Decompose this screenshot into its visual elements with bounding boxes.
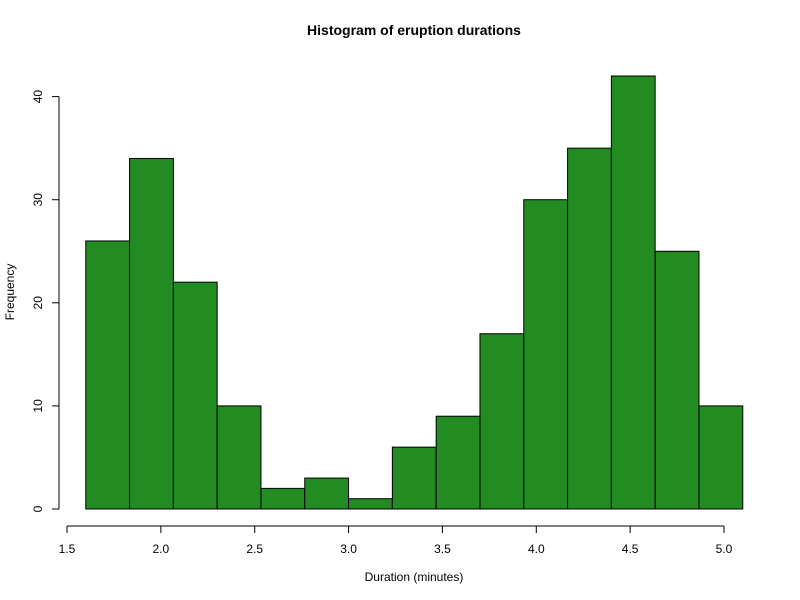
histogram-bar-15 bbox=[698, 405, 744, 510]
x-tick-label: 5.0 bbox=[716, 542, 733, 556]
histogram-bar-14 bbox=[654, 250, 700, 510]
x-axis-label: Duration (minutes) bbox=[365, 570, 464, 584]
histogram-bar-4 bbox=[216, 405, 262, 510]
histogram-bar-6 bbox=[304, 477, 350, 510]
histogram-bar-2 bbox=[129, 157, 174, 510]
bars-group bbox=[85, 75, 744, 510]
x-tick-label: 4.5 bbox=[622, 542, 639, 556]
histogram-bar-8 bbox=[391, 446, 437, 510]
histogram-bar-11 bbox=[523, 199, 569, 510]
y-tick-label: 40 bbox=[31, 90, 45, 104]
y-tick-label: 10 bbox=[31, 399, 45, 413]
x-tick-label: 2.5 bbox=[246, 542, 263, 556]
x-tick-label: 3.0 bbox=[340, 542, 357, 556]
x-tick-label: 4.0 bbox=[528, 542, 545, 556]
y-axis: 0 10 20 30 40 bbox=[31, 90, 60, 512]
x-axis: 1.5 2.0 2.5 3.0 3.5 4.0 4.5 5.0 bbox=[59, 525, 733, 556]
histogram-bar-7 bbox=[348, 498, 393, 510]
x-tick-label: 3.5 bbox=[434, 542, 451, 556]
x-tick-label: 1.5 bbox=[59, 542, 76, 556]
y-axis-label: Frequency bbox=[3, 264, 17, 321]
chart-title: Histogram of eruption durations bbox=[307, 22, 521, 38]
x-tick-label: 2.0 bbox=[153, 542, 170, 556]
histogram-bar-5 bbox=[260, 487, 306, 510]
histogram-bar-3 bbox=[172, 281, 218, 510]
histogram-bar-12 bbox=[567, 147, 612, 510]
y-tick-label: 30 bbox=[31, 193, 45, 207]
histogram-bar-9 bbox=[435, 415, 481, 510]
histogram-bar-1 bbox=[85, 240, 131, 510]
histogram-bar-10 bbox=[479, 333, 525, 510]
y-tick-label: 20 bbox=[31, 296, 45, 310]
y-tick-label: 0 bbox=[31, 505, 45, 512]
histogram-bar-13 bbox=[610, 75, 656, 510]
